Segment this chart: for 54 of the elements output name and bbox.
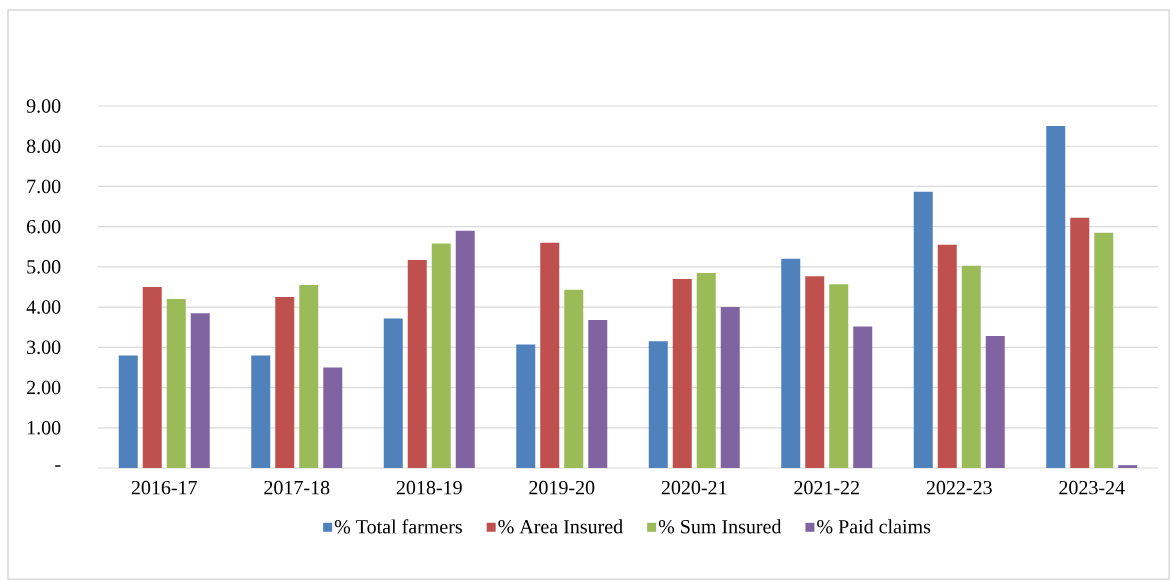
bar [323, 367, 343, 468]
x-tick-label: 2022-23 [926, 480, 992, 495]
y-tick-label: 6.00 [26, 219, 61, 234]
bar [805, 276, 825, 468]
bar [251, 355, 271, 468]
bar [648, 341, 668, 468]
bar [588, 319, 608, 468]
bar [455, 230, 475, 468]
y-tick-label: 7.00 [27, 179, 61, 194]
bar [781, 258, 801, 468]
bar [672, 278, 692, 468]
bar [516, 344, 536, 468]
y-tick-label: 3.00 [27, 340, 61, 355]
bar [431, 243, 451, 468]
legend-label: % Total farmers [334, 519, 462, 534]
y-tick-label: 9.00 [26, 99, 61, 113]
bar [166, 299, 186, 468]
bar [118, 355, 138, 468]
bar [190, 313, 210, 468]
bar [985, 336, 1005, 468]
bar [275, 297, 295, 468]
bar [961, 265, 981, 468]
legend-label: % Paid claims [817, 519, 931, 534]
y-tick-label: 1.00 [27, 420, 61, 435]
bar [853, 326, 873, 468]
bar [829, 284, 849, 468]
x-tick-label: 2016-17 [131, 480, 197, 495]
bar [564, 289, 584, 468]
x-tick-label: 2019-20 [529, 480, 595, 495]
bar [1118, 465, 1138, 468]
bar [1046, 126, 1066, 468]
y-tick-label: - [55, 465, 61, 467]
legend-label: % Sum Insured [658, 519, 782, 534]
x-tick-label: 2020-21 [661, 480, 727, 495]
y-tick-label: 2.00 [27, 380, 61, 395]
bar [383, 318, 403, 468]
x-tick-label: 2023-24 [1059, 480, 1125, 495]
y-tick-label: 5.00 [27, 260, 61, 274]
legend-label: % Area Insured [498, 519, 623, 534]
x-tick-label: 2017-18 [264, 480, 330, 495]
bar [1070, 217, 1090, 468]
y-tick-label: 8.00 [26, 139, 61, 154]
bar [937, 244, 957, 468]
y-tick-label: 4.00 [26, 300, 61, 314]
bar [1094, 232, 1114, 468]
bar [299, 284, 319, 468]
bar [913, 191, 933, 468]
bar [696, 272, 716, 468]
bar [720, 307, 740, 468]
x-tick-label: 2021-22 [794, 480, 859, 495]
bar [407, 260, 427, 468]
bar [540, 242, 560, 468]
bar [142, 287, 162, 468]
x-tick-label: 2018-19 [396, 480, 462, 495]
